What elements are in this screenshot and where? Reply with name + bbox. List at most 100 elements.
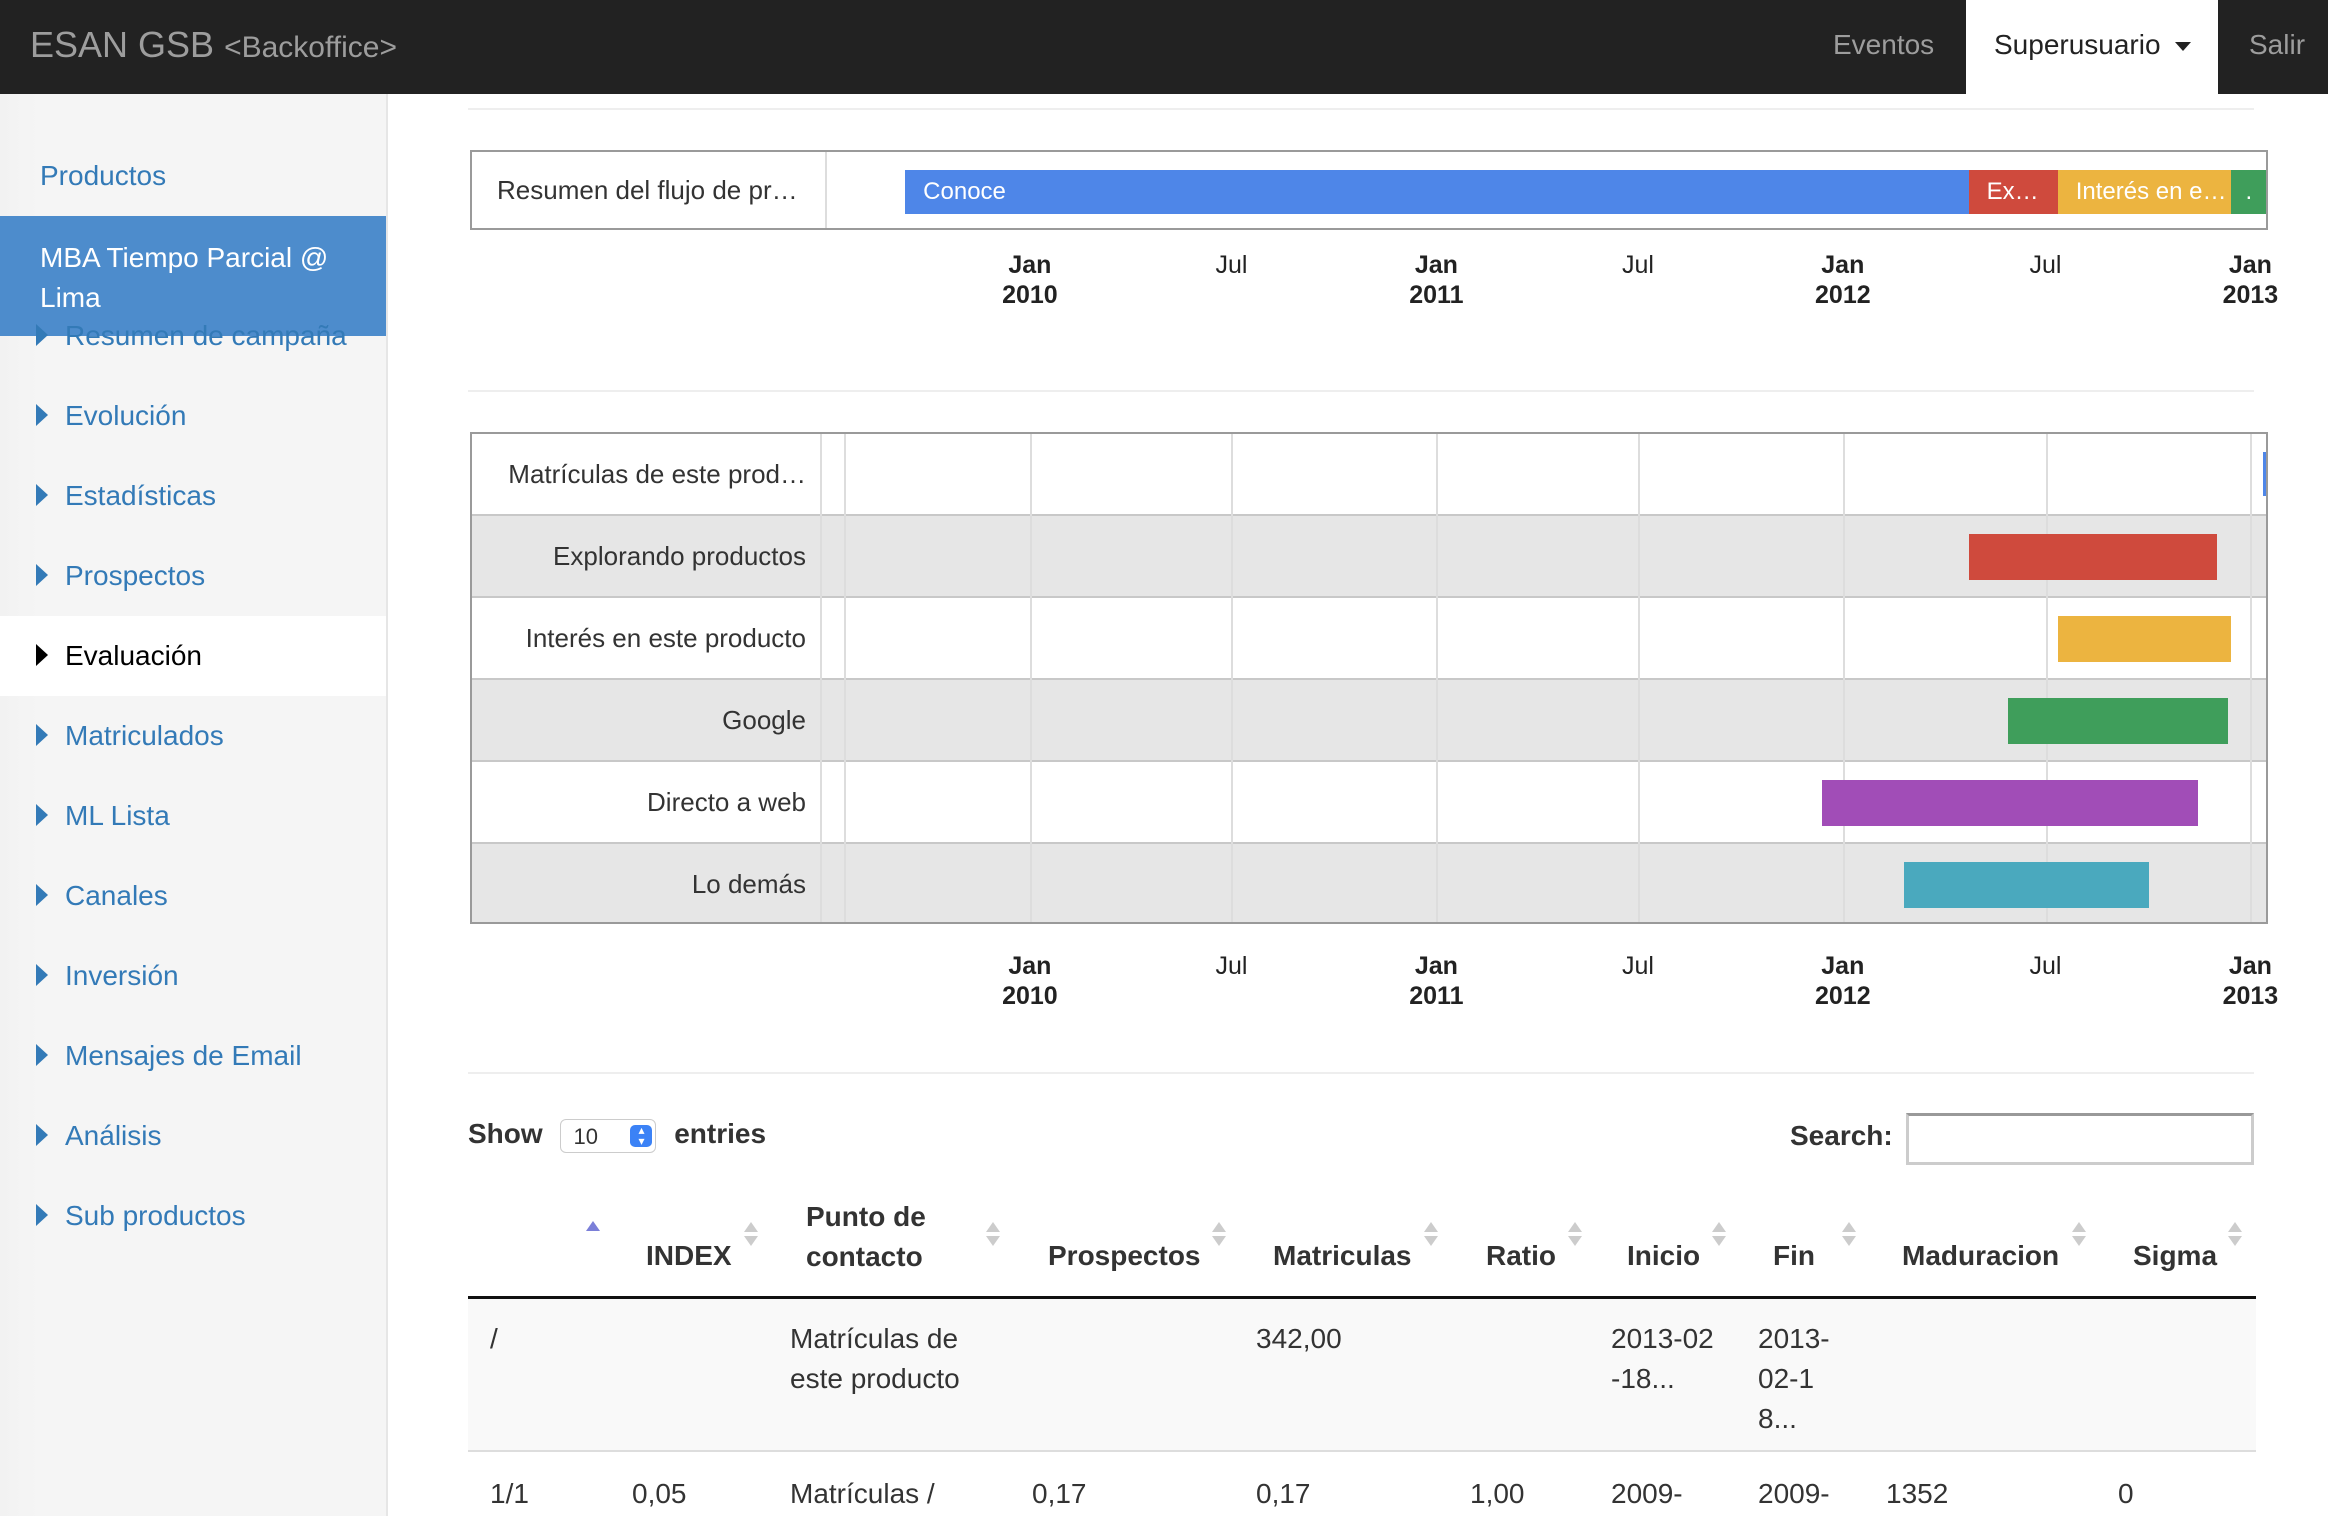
- detail-timeline: Matrículas de este prod… Explorando produ…: [470, 432, 2268, 924]
- sidebar-active-product[interactable]: MBA Tiempo Parcial @ Lima: [0, 216, 386, 336]
- sort-up-icon: [1568, 1222, 1582, 1232]
- timeline-row: Explorando productos: [472, 516, 2266, 598]
- divider: [468, 108, 2254, 110]
- axis-tick-label: Jan 2010: [970, 951, 1090, 1011]
- sidebar-item[interactable]: Inversión: [0, 936, 386, 1016]
- search-input[interactable]: [1906, 1113, 2254, 1165]
- table-cell: 0: [2118, 1478, 2134, 1509]
- page-size-select[interactable]: 10 ▴ ▾: [560, 1118, 657, 1153]
- sidebar-item-label: Prospectos: [65, 560, 206, 591]
- timeline-row: Directo a web: [472, 762, 2266, 844]
- axis-tick-label: Jul: [2029, 952, 2062, 980]
- show-label: Show: [468, 1118, 543, 1149]
- table-cell: Matrículas /: [790, 1478, 935, 1509]
- gridline: [2250, 434, 2253, 922]
- table-cell: 342,00: [1256, 1323, 1342, 1354]
- timeline-row-label: Google: [722, 705, 806, 735]
- table-header-sigma[interactable]: Sigma: [2133, 1240, 2218, 1271]
- sidebar-item-label: Estadísticas: [65, 480, 216, 511]
- caret-right-icon: [36, 964, 48, 986]
- table-cell: 0,05: [632, 1478, 687, 1509]
- sort-up-icon: [2228, 1222, 2242, 1232]
- table-cell: 1/1: [490, 1478, 529, 1509]
- table-header-matriculas[interactable]: Matriculas: [1273, 1240, 1412, 1271]
- summary-row-label: Resumen del flujo de pr…: [497, 175, 798, 205]
- sort-up-icon: [1712, 1222, 1726, 1232]
- table-row-striped: [468, 1299, 2256, 1452]
- sidebar-item[interactable]: Matriculados: [0, 696, 386, 776]
- table-header-border: [468, 1296, 2256, 1299]
- caret-right-icon: [36, 884, 48, 906]
- sidebar-item[interactable]: Sub productos: [0, 1176, 386, 1256]
- caret-right-icon: [36, 564, 48, 586]
- sidebar-item[interactable]: Mensajes de Email: [0, 1016, 386, 1096]
- axis-tick-month: Jan: [1821, 952, 1865, 980]
- caret-right-icon: [36, 324, 48, 346]
- gridline: [1436, 434, 1439, 922]
- timeline-bar: [2007, 698, 2229, 744]
- sort-down-icon: [986, 1236, 1000, 1246]
- timeline-bar: [1904, 862, 2150, 908]
- axis-tick-month: Jan: [1008, 952, 1052, 980]
- timeline-row-label: Lo demás: [691, 869, 806, 899]
- caret-right-icon: [36, 804, 48, 826]
- sidebar-item-label: Canales: [65, 880, 168, 911]
- sidebar-item[interactable]: Evolución: [0, 376, 386, 456]
- nav-eventos[interactable]: Eventos: [1833, 29, 1935, 60]
- sidebar-item-label: Matriculados: [65, 720, 224, 751]
- summary-separator: [825, 152, 827, 228]
- axis-tick-year: 2013: [2222, 281, 2279, 309]
- sidebar-item[interactable]: Análisis: [0, 1096, 386, 1176]
- axis-tick-month: Jan: [1008, 251, 1052, 279]
- brand-subtitle: <Backoffice>: [224, 31, 397, 64]
- axis-tick-year: 2013: [2222, 982, 2279, 1010]
- axis-tick-label: Jan 2013: [2190, 250, 2310, 310]
- nav-superusuario-label: Superusuario: [1994, 29, 2161, 60]
- brand[interactable]: ESAN GSB <Backoffice>: [30, 0, 397, 94]
- table-cell: 2009-: [1611, 1478, 1683, 1509]
- timeline-row-label: Interés en este producto: [525, 623, 806, 653]
- sidebar-productos-link[interactable]: Productos: [40, 160, 167, 191]
- table-header-prospectos[interactable]: Prospectos: [1048, 1240, 1201, 1271]
- table-cell: 2013-02-18...: [1611, 1323, 1714, 1394]
- gridline: [1637, 434, 1640, 922]
- summary-segment: Conoce: [905, 170, 1969, 214]
- sidebar-item[interactable]: Canales: [0, 856, 386, 936]
- table-header-ratio[interactable]: Ratio: [1486, 1240, 1556, 1271]
- table-header-index[interactable]: INDEX: [646, 1240, 732, 1271]
- sidebar-item[interactable]: Prospectos: [0, 536, 386, 616]
- table-header-fin[interactable]: Fin: [1773, 1240, 1815, 1271]
- summary-timeline: Resumen del flujo de pr… Conoce Ex… Interé…: [470, 150, 2268, 230]
- timeline-bar: [2057, 616, 2232, 662]
- axis-tick-label: Jul: [1215, 251, 1248, 279]
- nav-salir[interactable]: Salir: [2249, 29, 2306, 60]
- caret-down-icon: [2174, 42, 2191, 52]
- sort-up-icon: [986, 1222, 1000, 1232]
- gridline: [844, 434, 846, 922]
- axis-tick-label: Jan 2011: [1376, 250, 1496, 310]
- divider: [468, 390, 2254, 392]
- table-cell: 1352: [1886, 1478, 1949, 1509]
- table-header-maduracion[interactable]: Maduracion: [1902, 1240, 2060, 1271]
- nav-superusuario-dropdown[interactable]: Superusuario: [1966, 0, 2218, 94]
- axis-tick-month: Jan: [1414, 952, 1458, 980]
- sort-down-icon: [1212, 1236, 1226, 1246]
- table-cell: 0,17: [1256, 1478, 1311, 1509]
- axis-tick-month: Jan: [1414, 251, 1458, 279]
- table-header-inicio[interactable]: Inicio: [1627, 1240, 1701, 1271]
- sidebar-item[interactable]: Evaluación: [0, 616, 386, 696]
- axis-tick-label: Jul: [1621, 952, 1654, 980]
- gridline: [1842, 434, 1845, 922]
- sort-down-icon: [1712, 1236, 1726, 1246]
- entries-label: entries: [674, 1118, 767, 1149]
- axis-tick-label: Jan 2012: [1783, 951, 1903, 1011]
- table-cell: 2009-: [1758, 1478, 1830, 1509]
- sidebar-item[interactable]: Estadísticas: [0, 456, 386, 536]
- table-header-punto-de-contacto[interactable]: Punto de contacto: [806, 1201, 926, 1272]
- sidebar-item[interactable]: ML Lista: [0, 776, 386, 856]
- axis-tick-year: 2011: [1409, 281, 1464, 309]
- sort-down-icon: [744, 1236, 758, 1246]
- brand-name: ESAN GSB: [30, 24, 215, 65]
- sidebar-item[interactable]: Resumen de campaña: [0, 296, 386, 376]
- timeline-bar: [1821, 780, 2199, 826]
